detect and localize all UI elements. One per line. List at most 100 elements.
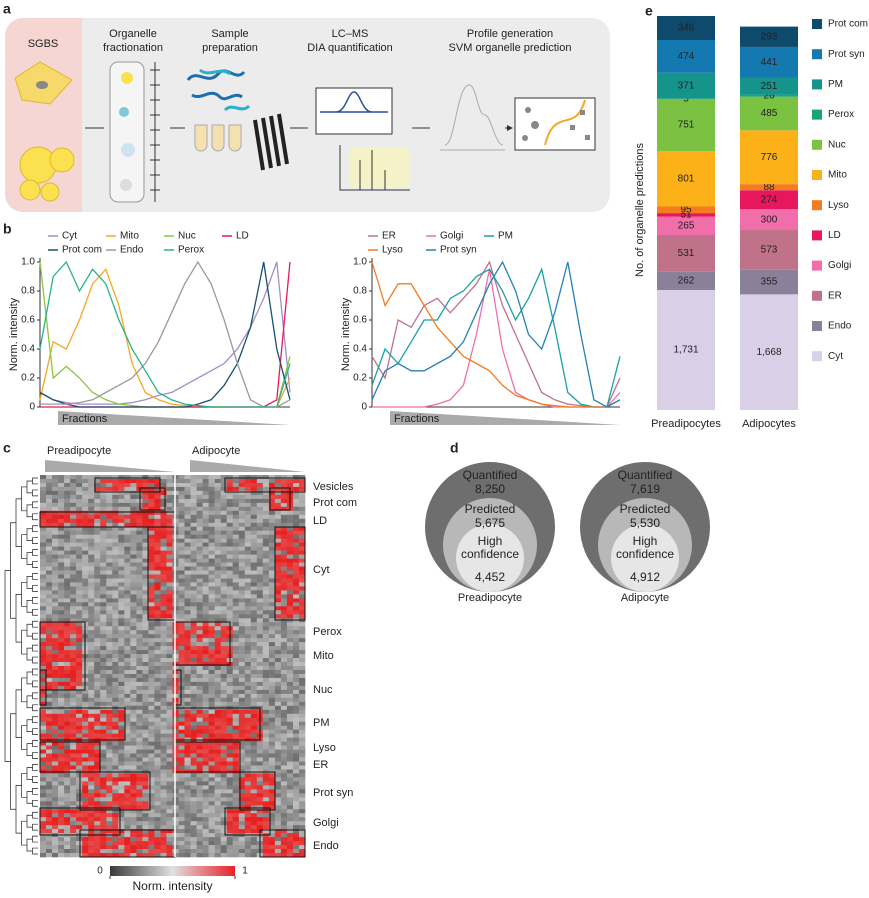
heat-cell <box>82 582 89 587</box>
heat-cell <box>220 634 227 639</box>
heat-cell <box>88 729 95 734</box>
heat-cell <box>286 709 294 715</box>
heat-cell <box>244 506 252 512</box>
cluster-label: Prot com <box>313 497 357 509</box>
heat-cell <box>124 570 131 575</box>
heat-cell <box>154 518 161 524</box>
heat-cell <box>118 729 125 734</box>
heat-cell <box>112 554 119 559</box>
heat-cell <box>112 845 119 850</box>
heat-cell <box>154 753 161 758</box>
heat-cell <box>196 777 203 782</box>
heat-cell <box>130 801 137 806</box>
heat-cell <box>220 781 227 786</box>
heat-cell <box>154 578 161 583</box>
heat-cell <box>268 853 276 858</box>
heat-cell <box>130 526 137 531</box>
heat-cell <box>76 813 83 818</box>
heat-cell <box>46 498 53 504</box>
heat-cell <box>178 773 185 778</box>
heat-cell <box>196 642 203 647</box>
heat-cell <box>262 554 270 559</box>
heat-cell <box>262 602 270 607</box>
heat-cell <box>118 789 125 794</box>
heat-cell <box>214 793 221 798</box>
heat-cell <box>40 666 47 671</box>
heat-cell <box>202 650 209 655</box>
heat-cell <box>64 626 71 631</box>
heat-cell <box>106 662 113 667</box>
heat-cell <box>268 550 276 555</box>
heat-cell <box>64 849 71 854</box>
bar-segment <box>740 130 798 185</box>
heat-cell <box>106 674 113 679</box>
heat-cell <box>244 797 252 802</box>
heat-cell <box>190 753 197 758</box>
heat-cell <box>88 538 95 543</box>
heat-cell <box>76 598 83 603</box>
heat-cell <box>124 681 131 687</box>
heat-cell <box>280 749 288 754</box>
heat-cell <box>214 578 221 583</box>
heat-cell <box>100 490 107 496</box>
heat-cell <box>118 654 125 659</box>
heat-cell <box>220 749 227 754</box>
heat-cell <box>268 841 276 846</box>
heat-cell <box>94 518 101 524</box>
heat-cell <box>166 841 173 846</box>
heat-cell <box>166 749 173 754</box>
heat-cell <box>160 745 167 750</box>
heat-cell <box>124 590 131 595</box>
heat-cell <box>268 705 276 711</box>
heat-cell <box>154 813 161 818</box>
heat-cell <box>196 558 203 563</box>
heat-cell <box>256 677 264 683</box>
dendrogram <box>32 692 38 700</box>
heat-cell <box>244 713 252 719</box>
heat-cell <box>46 681 53 687</box>
heat-cell <box>196 853 203 858</box>
heat-cell <box>112 670 119 675</box>
heat-cell <box>52 606 59 611</box>
heat-cell <box>202 558 209 563</box>
heat-cell <box>226 777 233 782</box>
heat-cell <box>262 705 270 711</box>
heat-cell <box>148 490 155 496</box>
ring-text: High <box>478 534 503 548</box>
heat-cell <box>112 558 119 563</box>
heat-cell <box>208 622 215 627</box>
heat-cell <box>46 797 53 802</box>
heat-cell <box>286 697 294 703</box>
heat-cell <box>178 761 185 766</box>
heat-cell <box>130 853 137 858</box>
heat-cell <box>214 526 221 531</box>
heat-cell <box>214 725 221 730</box>
legend-label: PM <box>828 79 843 90</box>
heat-cell <box>196 845 203 850</box>
heat-cell <box>190 598 197 603</box>
heat-cell <box>82 614 89 619</box>
heat-cell <box>190 757 197 762</box>
heat-cell <box>130 538 137 543</box>
heat-cell <box>293 729 300 734</box>
heat-cell <box>148 721 155 726</box>
heat-cell <box>160 590 167 595</box>
heat-cell <box>226 530 233 535</box>
heat-cell <box>58 829 65 834</box>
heat-cell <box>166 689 173 695</box>
heat-cell <box>238 486 246 492</box>
heat-cell <box>286 518 294 524</box>
heat-cell <box>238 646 246 651</box>
heat-cell <box>136 654 143 659</box>
heat-cell <box>190 713 197 719</box>
heat-cell <box>286 558 294 563</box>
heat-cell <box>118 662 125 667</box>
heat-cell <box>262 737 270 742</box>
heat-cell <box>64 562 71 567</box>
heat-cell <box>136 646 143 651</box>
heat-cell <box>184 586 191 591</box>
heat-cell <box>124 594 131 599</box>
heat-cell <box>256 475 264 480</box>
heat-cell <box>136 630 143 635</box>
heat-cell <box>76 745 83 750</box>
